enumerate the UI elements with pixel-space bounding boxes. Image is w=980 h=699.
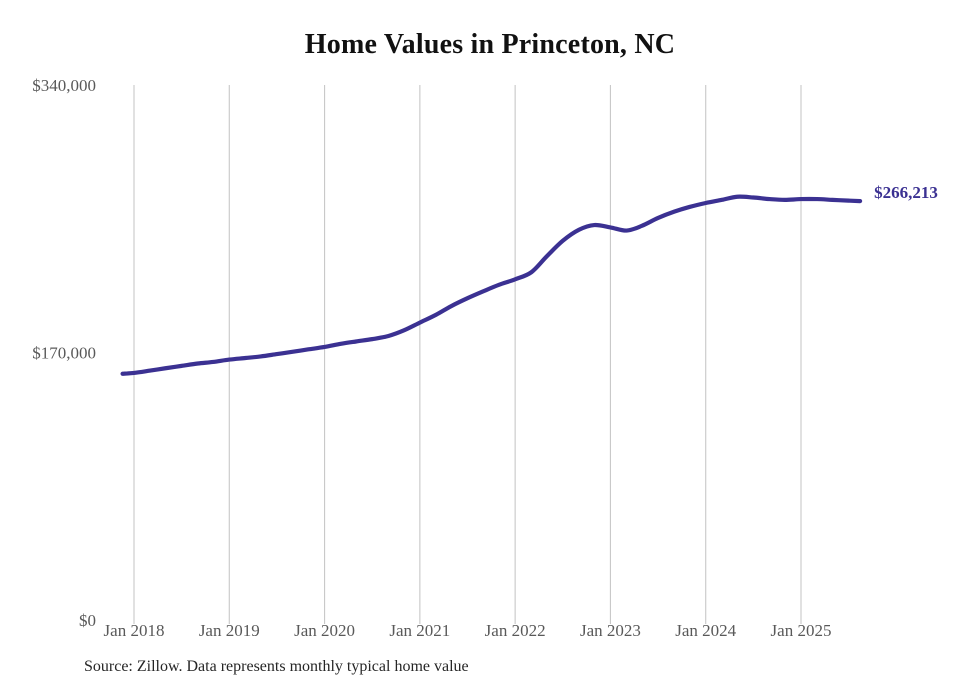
source-note: Source: Zillow. Data represents monthly …: [84, 658, 469, 675]
x-tick-label-jan-2023: Jan 2023: [580, 621, 641, 640]
series-line-typical-home-value: [120, 194, 863, 376]
x-tick-label-jan-2020: Jan 2020: [294, 621, 355, 640]
x-tick-label-jan-2021: Jan 2021: [389, 621, 450, 640]
end-value-label-group: $266,213: [874, 183, 938, 202]
x-tick-labels-group: Jan 2018 Jan 2019 Jan 2020 Jan 2021 Jan 2022…: [104, 621, 832, 640]
y-tick-labels-group: $340,000 $170,000 $0: [32, 76, 96, 630]
x-tick-label-jan-2024: Jan 2024: [675, 621, 736, 640]
y-tick-label-170000: $170,000: [32, 344, 96, 363]
x-tick-label-jan-2025: Jan 2025: [771, 621, 832, 640]
chart-title: Home Values in Princeton, NC: [304, 29, 676, 60]
y-tick-label-340000: $340,000: [32, 76, 96, 95]
x-tick-label-jan-2019: Jan 2019: [199, 621, 260, 640]
x-tick-label-jan-2018: Jan 2018: [104, 621, 165, 640]
x-tick-marks-group: [133, 620, 802, 624]
gridlines-group: [133, 85, 802, 620]
y-tick-label-0: $0: [79, 611, 96, 630]
series-line-group: [120, 194, 863, 376]
x-tick-label-jan-2022: Jan 2022: [485, 621, 546, 640]
end-value-label: $266,213: [874, 183, 938, 202]
